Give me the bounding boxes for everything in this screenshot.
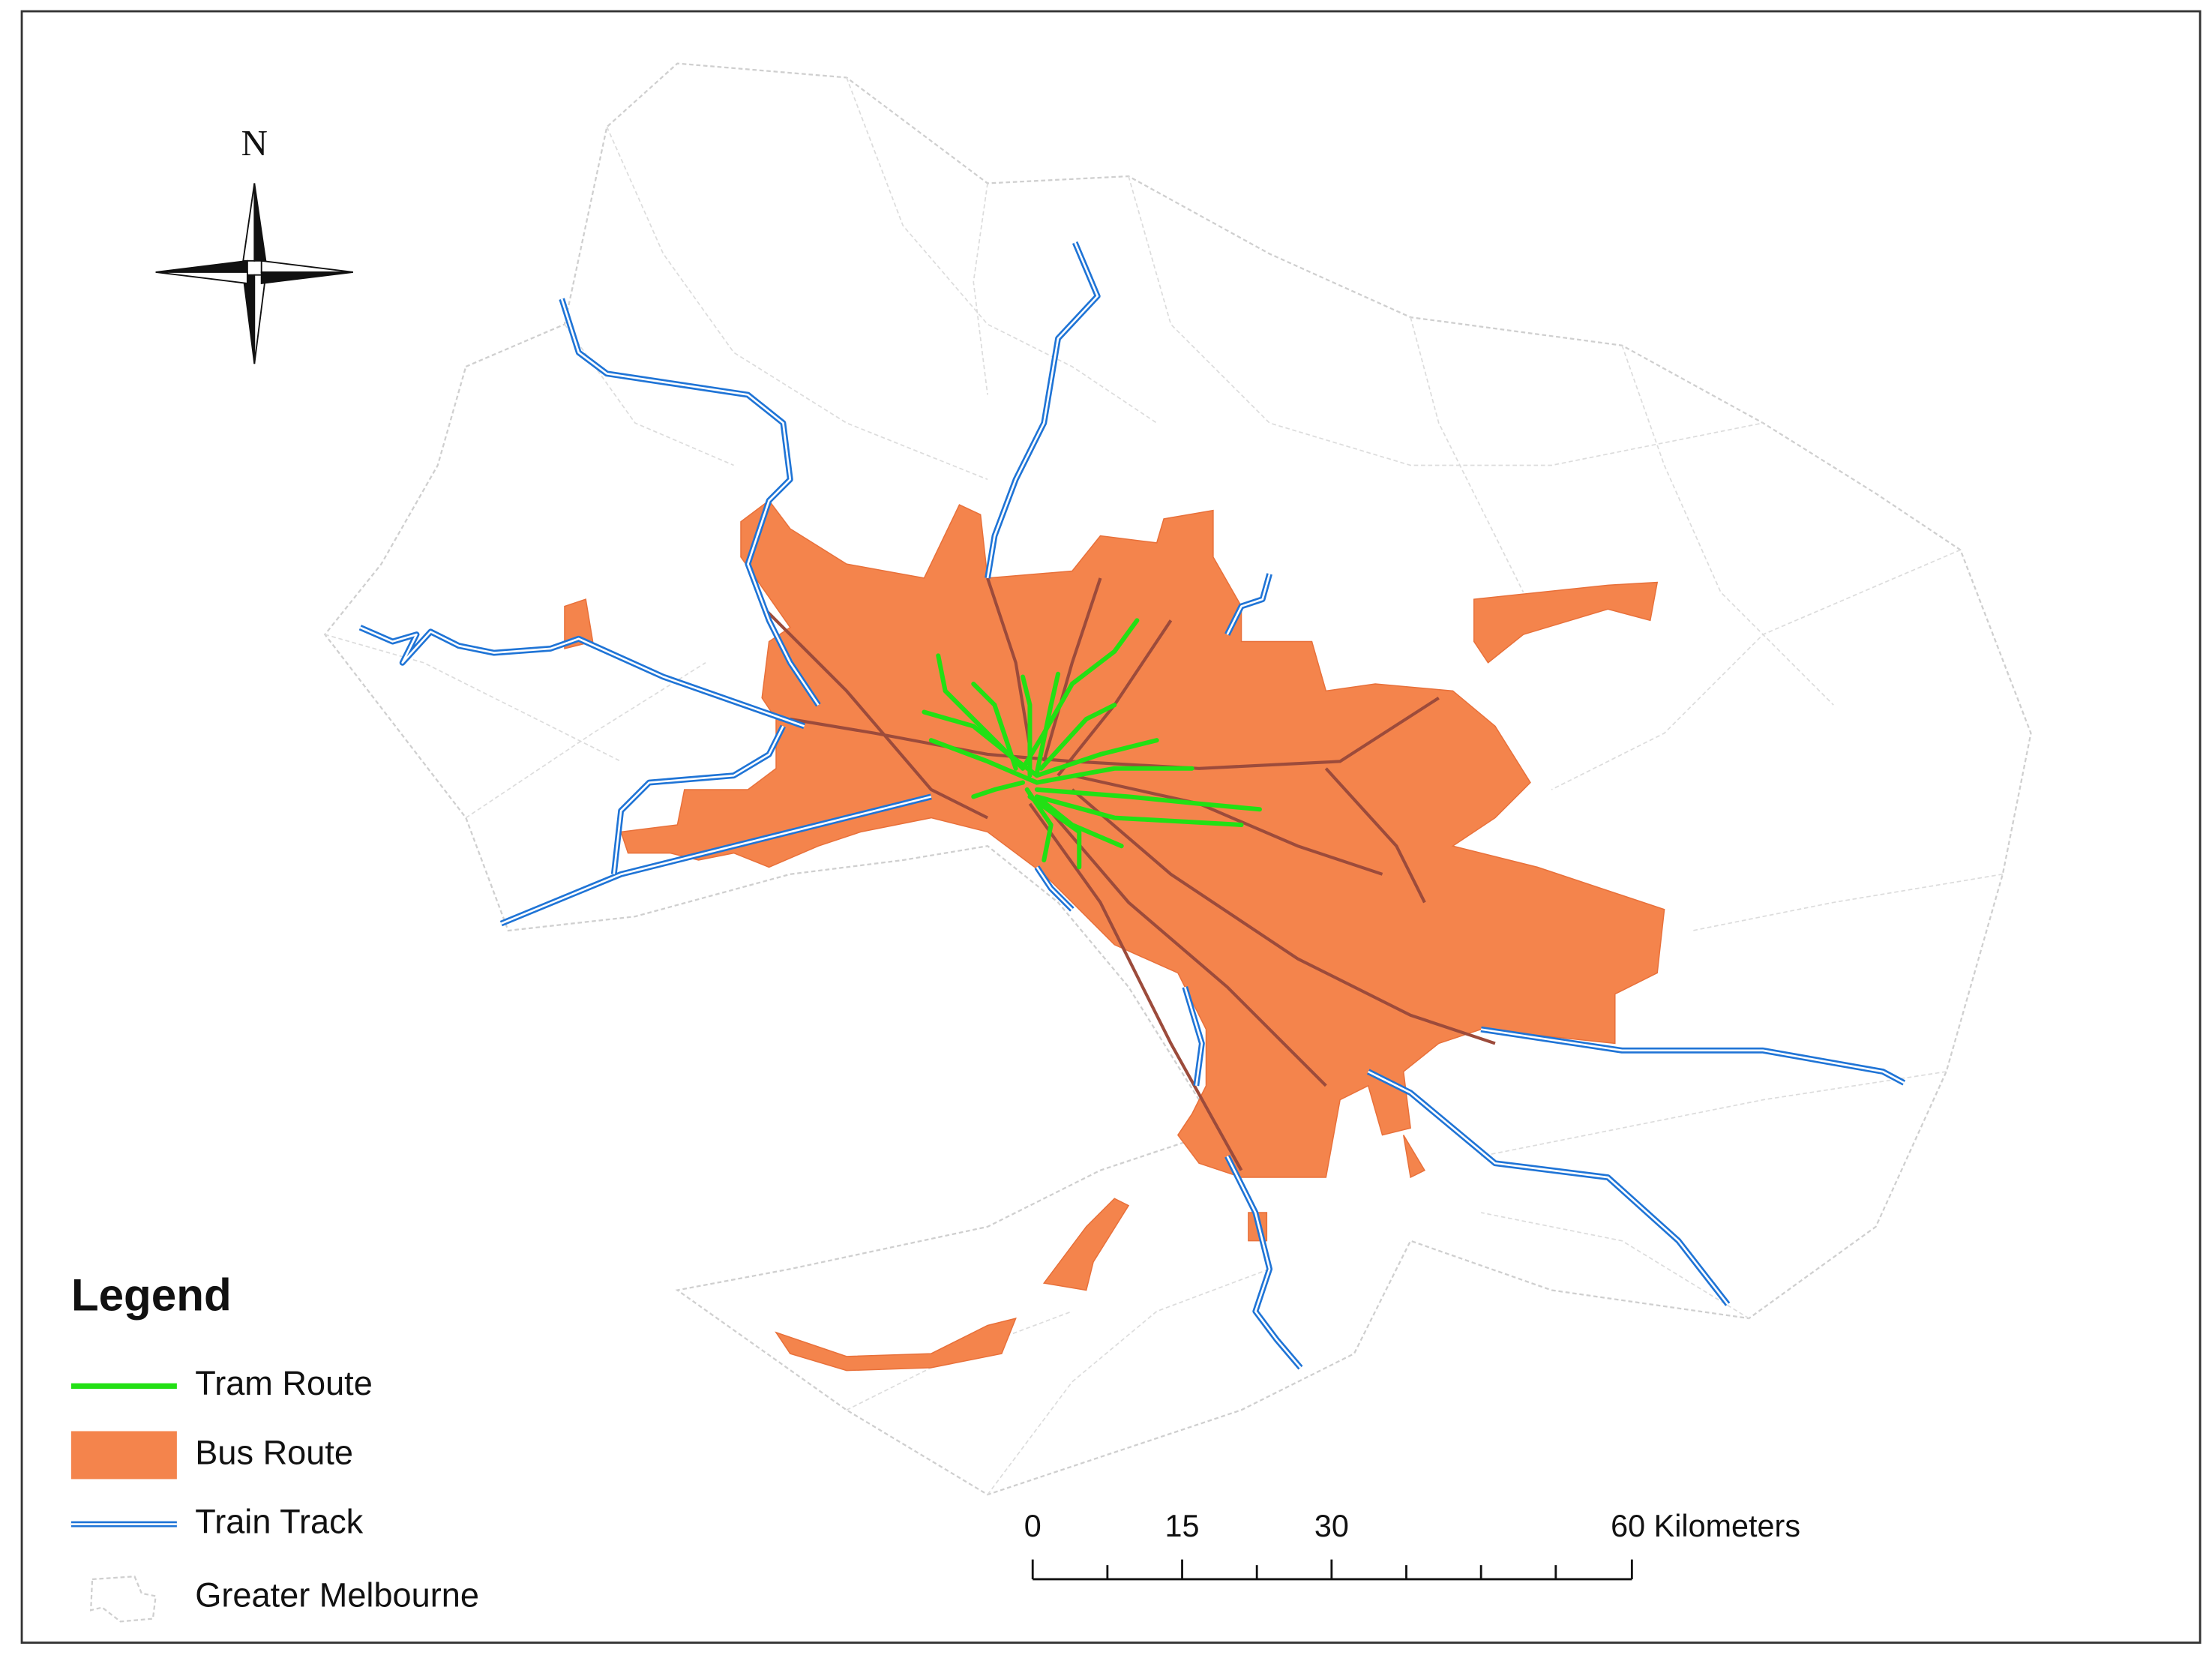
train-tracks xyxy=(358,241,1906,1370)
legend-title: Legend xyxy=(71,1270,232,1321)
scale-label: 60 Kilometers xyxy=(1611,1509,1800,1543)
north-label: N xyxy=(241,122,268,163)
bus-route-area xyxy=(564,499,1665,1372)
legend-label: Train Track xyxy=(195,1503,363,1541)
scale-label: 0 xyxy=(1024,1509,1042,1543)
legend-swatch xyxy=(70,1431,177,1480)
scale-label: 15 xyxy=(1165,1509,1200,1543)
legend-label: Bus Route xyxy=(195,1433,353,1471)
legend-label: Tram Route xyxy=(195,1364,372,1402)
legend: Legend Tram Route Bus Route Train Track … xyxy=(70,1270,479,1623)
north-arrow: N xyxy=(155,122,354,364)
scale-bar: 0 15 30 60 Kilometers xyxy=(1024,1509,1800,1581)
tram-routes xyxy=(922,618,1262,870)
legend-swatch xyxy=(89,1576,157,1623)
scale-label: 30 xyxy=(1314,1509,1349,1543)
suburb-boundaries xyxy=(325,77,2004,1495)
legend-label: Greater Melbourne xyxy=(195,1576,479,1614)
